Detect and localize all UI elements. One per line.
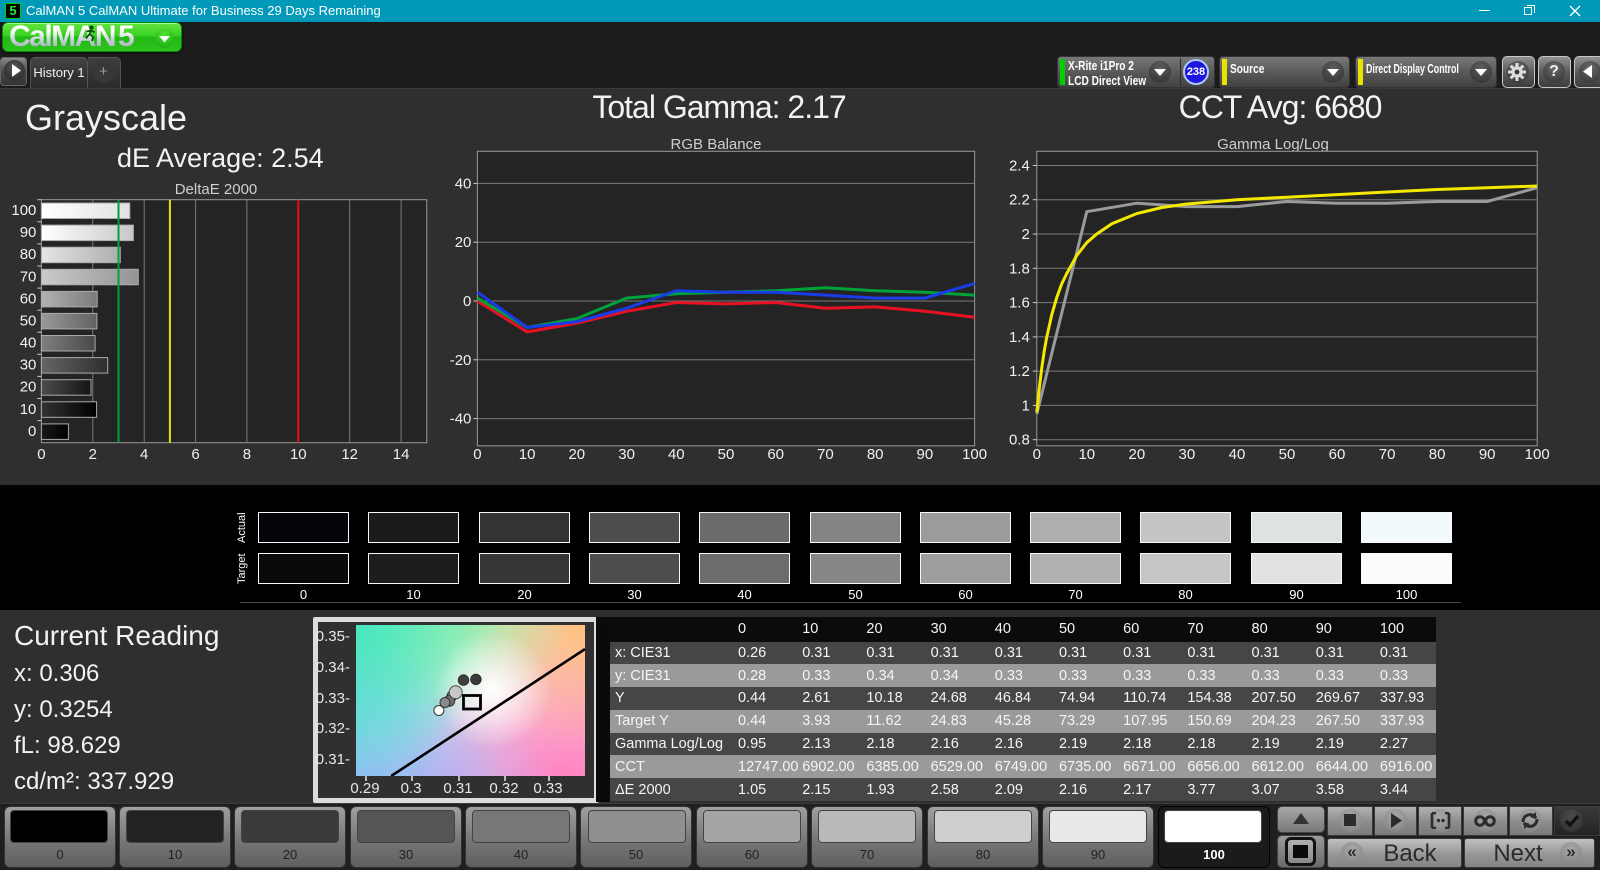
svg-text:8: 8 xyxy=(243,446,251,463)
svg-text:1.8: 1.8 xyxy=(1009,260,1030,277)
svg-text:20: 20 xyxy=(1129,446,1146,463)
svg-text:1: 1 xyxy=(1021,397,1029,414)
svg-text:100: 100 xyxy=(11,202,36,219)
svg-text:40: 40 xyxy=(1229,446,1246,463)
svg-text:10: 10 xyxy=(1078,446,1095,463)
svg-text:4: 4 xyxy=(140,446,148,463)
svg-text:40: 40 xyxy=(20,335,37,352)
svg-text:20: 20 xyxy=(20,379,37,396)
svg-text:40: 40 xyxy=(668,446,685,463)
svg-text:2.2: 2.2 xyxy=(1009,192,1030,209)
svg-text:1.2: 1.2 xyxy=(1009,363,1030,380)
svg-text:80: 80 xyxy=(1429,446,1446,463)
svg-text:30: 30 xyxy=(1179,446,1196,463)
svg-text:100: 100 xyxy=(1525,446,1550,463)
svg-text:100: 100 xyxy=(962,446,987,463)
svg-text:80: 80 xyxy=(867,446,884,463)
svg-text:60: 60 xyxy=(767,446,784,463)
svg-text:50: 50 xyxy=(20,312,37,329)
svg-text:0: 0 xyxy=(473,446,481,463)
svg-text:20: 20 xyxy=(568,446,585,463)
svg-text:0: 0 xyxy=(37,446,45,463)
svg-text:70: 70 xyxy=(20,268,37,285)
svg-text:60: 60 xyxy=(1329,446,1346,463)
svg-text:1.6: 1.6 xyxy=(1009,295,1030,312)
svg-text:10: 10 xyxy=(519,446,536,463)
svg-text:10: 10 xyxy=(290,446,307,463)
svg-text:10: 10 xyxy=(20,401,37,418)
svg-text:-20: -20 xyxy=(450,352,472,369)
svg-text:70: 70 xyxy=(817,446,834,463)
svg-text:40: 40 xyxy=(455,175,472,192)
svg-text:14: 14 xyxy=(393,446,410,463)
svg-text:30: 30 xyxy=(618,446,635,463)
svg-text:-40: -40 xyxy=(450,411,472,428)
svg-text:50: 50 xyxy=(1279,446,1296,463)
svg-text:90: 90 xyxy=(1479,446,1496,463)
svg-text:50: 50 xyxy=(718,446,735,463)
svg-text:70: 70 xyxy=(1379,446,1396,463)
svg-text:1.4: 1.4 xyxy=(1009,329,1030,346)
svg-text:90: 90 xyxy=(917,446,934,463)
svg-text:90: 90 xyxy=(20,224,37,241)
svg-text:20: 20 xyxy=(455,234,472,251)
svg-text:0: 0 xyxy=(28,423,36,440)
svg-text:6: 6 xyxy=(191,446,199,463)
svg-text:30: 30 xyxy=(20,357,37,374)
svg-text:80: 80 xyxy=(20,246,37,263)
svg-text:2: 2 xyxy=(89,446,97,463)
svg-text:0: 0 xyxy=(1033,446,1041,463)
svg-text:0: 0 xyxy=(463,293,471,310)
svg-text:60: 60 xyxy=(20,290,37,307)
svg-text:2.4: 2.4 xyxy=(1009,158,1030,175)
svg-text:2: 2 xyxy=(1021,226,1029,243)
svg-text:12: 12 xyxy=(341,446,358,463)
svg-text:0.8: 0.8 xyxy=(1009,432,1030,449)
